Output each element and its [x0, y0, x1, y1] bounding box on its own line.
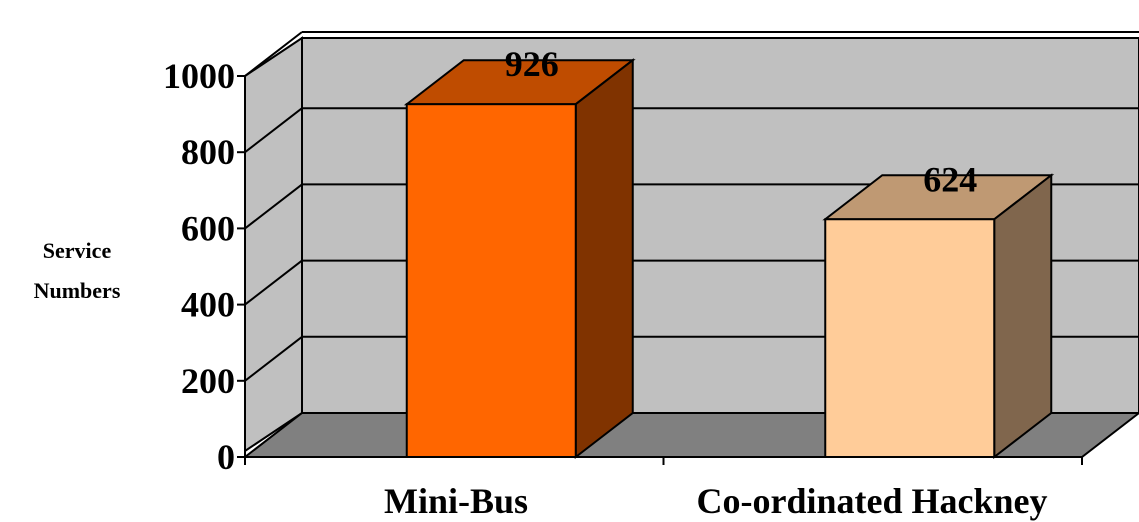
gridline-side: [244, 183, 303, 230]
y-tick-labels: 0 200 400 600 800 1000: [163, 56, 235, 477]
bar-front-face: [824, 218, 996, 458]
bars: [403, 58, 1055, 460]
y-axis-label: Service Numbers: [34, 238, 121, 303]
bar-mini-bus: [403, 58, 636, 460]
data-label: 624: [923, 159, 977, 199]
bar-co-ordinated-hackney: [822, 173, 1055, 460]
y-tick-label: 800: [181, 132, 235, 172]
x-tick-labels: Mini-Bus Co-ordinated Hackney: [384, 481, 1048, 521]
y-tick-label: 600: [181, 208, 235, 248]
gridline-side: [244, 31, 303, 77]
bar-front-face: [405, 103, 577, 458]
y-tick-label: 0: [217, 437, 235, 477]
x-tick-label: Co-ordinated Hackney: [697, 481, 1048, 521]
y-tick-label: 200: [181, 361, 235, 401]
data-label: 926: [505, 44, 559, 84]
axis-ticks: [237, 75, 1083, 465]
bar-side-face: [993, 173, 1053, 460]
gridline-side: [244, 107, 303, 153]
y-tick-label: 400: [181, 285, 235, 325]
x-tick-label: Mini-Bus: [384, 481, 528, 521]
gridline-side: [244, 259, 303, 306]
gridline-side: [244, 336, 303, 382]
chart-side-wall: [244, 36, 303, 453]
y-tick-label: 1000: [163, 56, 235, 96]
bar-side-face: [574, 58, 634, 460]
data-labels: 926 624: [505, 44, 978, 199]
